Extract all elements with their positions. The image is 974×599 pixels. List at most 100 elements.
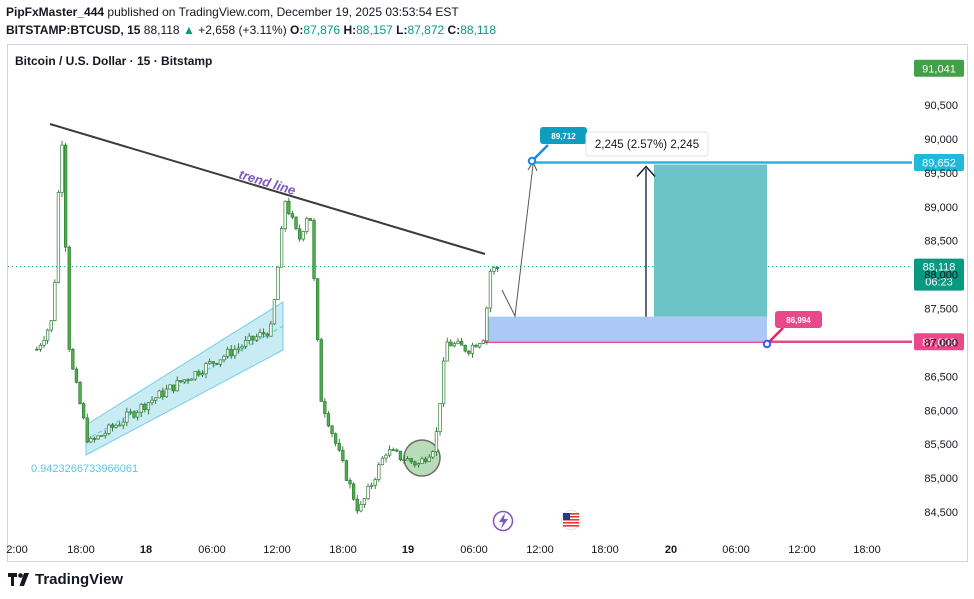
- candle-body: [420, 458, 424, 464]
- last-price-box: [914, 258, 964, 291]
- candle-body: [405, 458, 410, 461]
- lightning-glyph-icon: [499, 513, 508, 529]
- footer-logo[interactable]: TradingView: [8, 571, 123, 588]
- published-text: published on TradingView.com, December 1…: [107, 5, 459, 19]
- candle-body: [132, 411, 136, 418]
- candle-body: [236, 347, 241, 350]
- candle-body: [200, 373, 205, 376]
- flag-stripe: [563, 525, 579, 527]
- low-value: 87,872: [407, 23, 445, 37]
- candle-body: [229, 348, 233, 357]
- candles: [35, 140, 500, 514]
- candle-body: [99, 435, 104, 437]
- measure-label-box: [585, 131, 709, 157]
- candle-body: [366, 486, 370, 499]
- candle-body: [258, 332, 262, 338]
- candle-body: [272, 299, 277, 325]
- candle-body: [114, 424, 118, 428]
- y-tick-label: 90,000: [924, 134, 958, 146]
- candle-body: [186, 379, 190, 382]
- target-price-label-box: [914, 154, 964, 172]
- chart-title: Bitcoin / U.S. Dollar · 15 · Bitstamp: [15, 54, 212, 68]
- flag-stripe: [563, 519, 579, 521]
- top-price-label-box: [914, 59, 964, 77]
- y-tick-label: 84,500: [924, 507, 958, 519]
- tradingview-logo-icon: [8, 573, 29, 586]
- high-label: H:: [343, 23, 357, 37]
- stop-marker-pointer: [767, 327, 784, 344]
- reward-box: [654, 164, 767, 317]
- flag-stripe: [563, 522, 579, 524]
- candle-body: [369, 484, 374, 487]
- candle-body: [182, 379, 187, 383]
- candle-body: [452, 343, 457, 347]
- projection-path: [501, 164, 534, 318]
- candle-body: [287, 200, 291, 215]
- measure-label-text: 2,245 (2.57%) 2,245: [595, 139, 699, 151]
- channel-value-label: 0.9423266733966061: [31, 463, 138, 475]
- close-label: C:: [447, 23, 461, 37]
- candle-body: [481, 340, 485, 344]
- candle-body: [431, 451, 435, 458]
- countdown-text: 06:23: [925, 277, 953, 289]
- x-tick-label: 18: [140, 544, 152, 556]
- candle-body: [492, 267, 496, 272]
- y-tick-label: 85,000: [924, 473, 958, 485]
- candle-body: [438, 403, 442, 433]
- candle-body: [175, 380, 179, 392]
- candle-body: [53, 282, 57, 321]
- candle-body: [485, 307, 489, 342]
- candle-body: [240, 346, 244, 349]
- candle-body: [445, 341, 449, 362]
- candle-body: [387, 449, 392, 456]
- candle-body: [279, 228, 284, 268]
- candle-body: [78, 381, 82, 405]
- candle-body: [168, 384, 172, 390]
- candle-body: [110, 424, 115, 428]
- x-tick-label: 18:00: [591, 544, 619, 556]
- y-tick-label: 86,000: [924, 405, 958, 417]
- y-tick-label: 88,000: [924, 270, 958, 282]
- flag-stripe: [563, 516, 579, 518]
- drawings: trend line 0.9423266733966061: [31, 123, 912, 477]
- candle-body: [189, 378, 194, 381]
- move-arrow-head: [636, 165, 656, 177]
- candle-body: [92, 438, 97, 440]
- candle-body: [74, 368, 79, 383]
- candle-body: [351, 483, 356, 500]
- candle-body: [434, 431, 439, 453]
- candle-body: [463, 344, 467, 352]
- candle-body: [315, 278, 320, 340]
- change-value: +2,658 (+3.11%): [198, 23, 287, 37]
- candle-body: [467, 350, 471, 354]
- candle-body: [121, 421, 125, 426]
- candle-body: [247, 335, 251, 341]
- candle-body: [495, 267, 500, 269]
- stop-marker-box: [775, 311, 822, 328]
- candle-body: [243, 340, 248, 347]
- candle-body: [81, 403, 86, 419]
- candle-body: [63, 144, 68, 248]
- candle-body: [125, 411, 129, 423]
- y-tick-label: 87,500: [924, 304, 958, 316]
- candle-body: [276, 266, 280, 300]
- candle-body: [398, 450, 403, 460]
- candle-body: [362, 498, 367, 505]
- x-tick-label: 12:00: [788, 544, 816, 556]
- candle-body: [283, 200, 287, 229]
- candle-body: [373, 479, 377, 486]
- symbol-label: BITSTAMP:BTCUSD, 15: [6, 23, 141, 37]
- candle-body: [377, 464, 381, 480]
- candle-body: [341, 449, 345, 461]
- candle-body: [103, 433, 107, 436]
- x-tick-label: 20: [665, 544, 677, 556]
- candle-body: [143, 403, 147, 410]
- candle-body: [337, 442, 341, 451]
- candle-body: [449, 341, 453, 347]
- candle-body: [146, 402, 151, 410]
- author-link[interactable]: PipFxMaster_444: [6, 5, 105, 19]
- candle-body: [395, 449, 399, 452]
- candle-body: [474, 344, 478, 348]
